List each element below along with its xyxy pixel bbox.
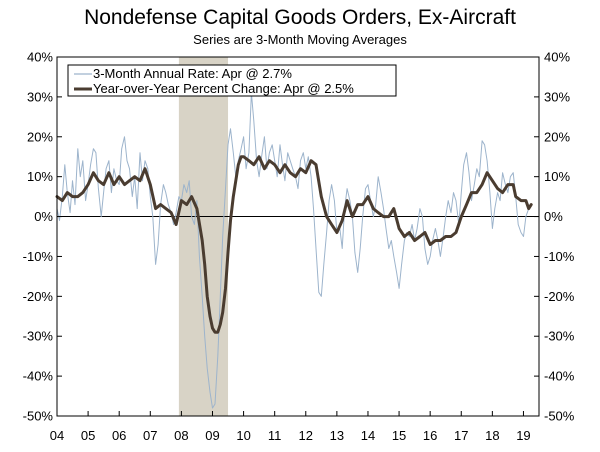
y-tick-label-left: 20% bbox=[27, 129, 53, 144]
y-tick-label-right: 30% bbox=[544, 89, 570, 104]
y-tick-label-right: -30% bbox=[544, 329, 575, 344]
y-tick-label-right: -50% bbox=[544, 409, 575, 424]
x-tick-label: 19 bbox=[516, 428, 530, 443]
x-tick-label: 04 bbox=[50, 428, 64, 443]
y-tick-label-left: 40% bbox=[27, 50, 53, 65]
x-tick-label: 12 bbox=[299, 428, 313, 443]
y-tick-label-right: -10% bbox=[544, 249, 575, 264]
series-line-yoy bbox=[55, 155, 533, 334]
legend-label-yoy: Year-over-Year Percent Change: Apr @ 2.5… bbox=[93, 81, 354, 96]
y-tick-label-left: -50% bbox=[23, 409, 54, 424]
y-tick-label-left: -30% bbox=[23, 329, 54, 344]
legend-label-annual-rate: 3-Month Annual Rate: Apr @ 2.7% bbox=[93, 66, 292, 81]
plot-frame bbox=[56, 56, 540, 417]
y-tick-label-left: 0% bbox=[34, 209, 53, 224]
x-tick-label: 08 bbox=[174, 428, 188, 443]
series-line-annual-rate bbox=[56, 92, 532, 409]
y-tick-label-right: 20% bbox=[544, 129, 570, 144]
y-tick-label-right: 10% bbox=[544, 169, 570, 184]
x-tick-label: 18 bbox=[485, 428, 499, 443]
x-tick-label: 16 bbox=[423, 428, 437, 443]
x-tick-label: 13 bbox=[330, 428, 344, 443]
chart-title: Nondefense Capital Goods Orders, Ex-Airc… bbox=[84, 6, 516, 29]
y-tick-label-right: 40% bbox=[544, 50, 570, 65]
y-tick-label-left: 10% bbox=[27, 169, 53, 184]
chart-subtitle: Series are 3-Month Moving Averages bbox=[193, 32, 407, 47]
y-tick-label-right: 0% bbox=[544, 209, 563, 224]
x-tick-label: 07 bbox=[143, 428, 157, 443]
x-tick-label: 09 bbox=[205, 428, 219, 443]
x-tick-label: 10 bbox=[236, 428, 250, 443]
recession-band bbox=[178, 57, 229, 416]
legend-box bbox=[67, 64, 397, 97]
x-tick-label: 17 bbox=[454, 428, 468, 443]
y-tick-label-left: -40% bbox=[23, 369, 54, 384]
y-tick-label-right: -20% bbox=[544, 289, 575, 304]
x-tick-label: 15 bbox=[392, 428, 406, 443]
y-tick-label-left: -10% bbox=[23, 249, 54, 264]
x-tick-label: 14 bbox=[361, 428, 375, 443]
x-tick-label: 05 bbox=[81, 428, 95, 443]
y-tick-label-left: 30% bbox=[27, 89, 53, 104]
y-tick-label-right: -40% bbox=[544, 369, 575, 384]
x-tick-label: 06 bbox=[112, 428, 126, 443]
y-tick-label-left: -20% bbox=[23, 289, 54, 304]
x-tick-label: 11 bbox=[268, 428, 282, 443]
